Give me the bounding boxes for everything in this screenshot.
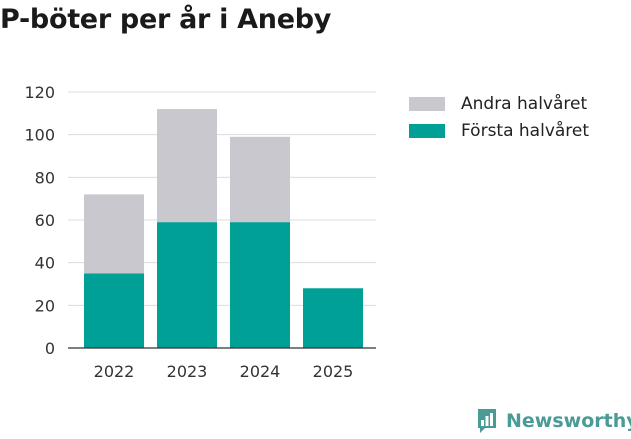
x-tick-label-2024: 2024: [240, 362, 281, 381]
y-tick-label-100: 100: [24, 126, 55, 145]
bar-2023-forsta-halvaret: [157, 222, 217, 348]
chart-title: P-böter per år i Aneby: [0, 4, 332, 35]
legend-swatch-andra-halvaret: [409, 96, 445, 111]
bar-2023-andra-halvaret: [157, 109, 217, 223]
bar-chart: 0 20 40 60 80 100 120 2022 2023 2024 2025: [24, 83, 376, 381]
x-tick-label-2022: 2022: [94, 362, 135, 381]
x-tick-label-2023: 2023: [167, 362, 208, 381]
y-tick-label-60: 60: [35, 211, 55, 230]
newsworthy-brand: Newsworthy: [476, 407, 631, 435]
x-tick-label-2025: 2025: [313, 362, 354, 381]
bars: [84, 109, 363, 348]
bar-2025-forsta-halvaret: [303, 288, 363, 348]
legend-swatch-forsta-halvaret: [409, 123, 445, 138]
newsworthy-logo-icon: [478, 409, 496, 433]
y-tick-label-40: 40: [35, 254, 55, 273]
legend-item-andra-halvaret: Andra halvåret: [409, 90, 589, 117]
bar-2022-forsta-halvaret: [84, 273, 144, 348]
bar-2024-forsta-halvaret: [230, 222, 290, 348]
y-tick-label-20: 20: [35, 296, 55, 315]
legend-label-andra-halvaret: Andra halvåret: [461, 93, 588, 114]
brand-name: Newsworthy: [506, 410, 631, 432]
y-tick-label-80: 80: [35, 168, 55, 187]
y-tick-label-120: 120: [24, 83, 55, 102]
x-tick-labels: 2022 2023 2024 2025: [94, 362, 354, 381]
legend: Andra halvåret Första halvåret: [409, 90, 589, 144]
y-tick-label-0: 0: [45, 339, 55, 358]
y-tick-labels: 0 20 40 60 80 100 120: [24, 83, 55, 358]
bar-2022-andra-halvaret: [84, 194, 144, 274]
legend-item-forsta-halvaret: Första halvåret: [409, 117, 589, 144]
bar-2024-andra-halvaret: [230, 136, 290, 223]
legend-label-forsta-halvaret: Första halvåret: [461, 120, 590, 141]
